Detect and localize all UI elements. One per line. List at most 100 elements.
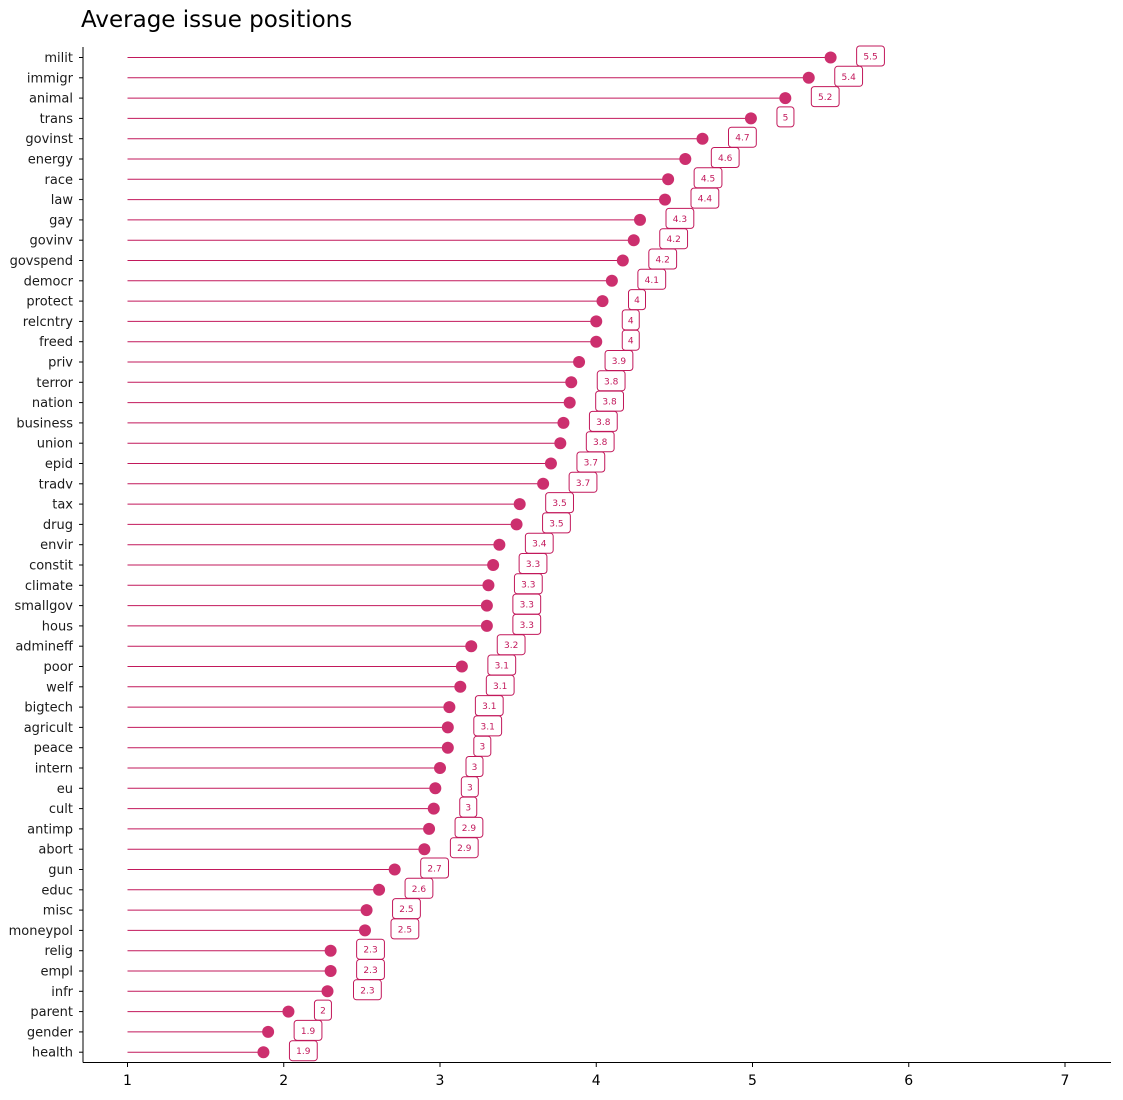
y-tick-label: misc bbox=[43, 904, 73, 919]
value-label: 2.5 bbox=[398, 925, 412, 935]
lollipop-point bbox=[513, 498, 526, 511]
lollipop-point bbox=[634, 213, 646, 226]
chart-title: Average issue positions bbox=[81, 7, 353, 33]
value-label: 3 bbox=[479, 743, 485, 753]
value-label: 2.9 bbox=[457, 844, 472, 854]
y-tick-label: educ bbox=[41, 883, 73, 898]
lollipop-point bbox=[282, 1005, 295, 1018]
y-tick-label: nation bbox=[32, 396, 73, 411]
value-label-box bbox=[542, 512, 571, 534]
value-label-box bbox=[288, 1040, 318, 1062]
value-label: 4 bbox=[628, 337, 634, 347]
value-label: 3.9 bbox=[612, 357, 627, 367]
value-label: 4.4 bbox=[698, 195, 713, 205]
y-tick-label: epid bbox=[45, 457, 73, 472]
value-label: 2.3 bbox=[363, 966, 377, 976]
value-label-box bbox=[353, 979, 382, 1001]
lollipop-point bbox=[616, 254, 629, 267]
value-label: 3.8 bbox=[602, 398, 617, 408]
y-tick-label: infr bbox=[51, 985, 73, 1000]
lollipop-point bbox=[696, 132, 709, 145]
y-tick-label: tradv bbox=[39, 477, 74, 492]
lollipop-point bbox=[510, 518, 523, 531]
y-tick-label: immigr bbox=[27, 71, 74, 86]
lollipop-point bbox=[388, 863, 401, 876]
x-tick-label: 4 bbox=[592, 1073, 601, 1089]
value-label: 5.4 bbox=[841, 73, 856, 83]
x-tick-label: 5 bbox=[748, 1073, 757, 1089]
y-tick-label: abort bbox=[38, 843, 73, 858]
y-tick-label: govinv bbox=[30, 234, 74, 249]
lollipop-point bbox=[373, 883, 386, 896]
lollipop-point bbox=[573, 356, 586, 368]
y-tick-label: relcntry bbox=[23, 315, 73, 330]
y-tick-label: parent bbox=[30, 1005, 73, 1020]
lollipop-point bbox=[487, 559, 500, 571]
value-label: 2.6 bbox=[412, 885, 427, 895]
lollipop-point bbox=[427, 802, 440, 815]
y-tick-label: smallgov bbox=[14, 599, 73, 614]
y-tick-label: terror bbox=[36, 376, 73, 391]
y-tick-label: govinst bbox=[25, 132, 73, 147]
value-label: 4.6 bbox=[718, 154, 733, 164]
value-label: 3.2 bbox=[504, 641, 518, 651]
y-tick-label: milit bbox=[44, 51, 73, 66]
lollipop-point bbox=[557, 416, 570, 429]
value-label: 4 bbox=[634, 296, 640, 306]
lollipop-point bbox=[493, 538, 506, 551]
y-tick-label: empl bbox=[40, 965, 73, 980]
lollipop-point bbox=[441, 741, 454, 754]
value-label: 3.3 bbox=[520, 601, 534, 611]
value-label: 4.3 bbox=[673, 215, 687, 225]
lollipop-point bbox=[563, 396, 576, 409]
value-label: 4.2 bbox=[656, 256, 670, 266]
y-tick-label: health bbox=[32, 1046, 73, 1061]
lollipop-point bbox=[662, 173, 675, 186]
lollipop-point bbox=[455, 660, 468, 673]
value-label-box bbox=[313, 999, 332, 1021]
y-tick-label: eu bbox=[57, 782, 73, 797]
value-label: 1.9 bbox=[296, 1047, 311, 1057]
value-label: 2 bbox=[320, 1007, 326, 1017]
value-label-box bbox=[776, 106, 795, 128]
y-tick-label: union bbox=[37, 437, 73, 452]
lollipop-point bbox=[441, 721, 454, 734]
y-tick-label: freed bbox=[39, 335, 73, 350]
value-label: 3.7 bbox=[584, 459, 598, 469]
y-tick-label: priv bbox=[48, 356, 73, 371]
value-label: 2.3 bbox=[360, 986, 374, 996]
lollipop-point bbox=[423, 822, 436, 835]
value-label-box bbox=[637, 268, 667, 290]
lollipop-point bbox=[537, 477, 550, 490]
value-label: 3.3 bbox=[520, 621, 534, 631]
x-tick-label: 3 bbox=[436, 1073, 445, 1089]
value-label-box bbox=[568, 471, 598, 493]
y-tick-label: race bbox=[45, 173, 73, 188]
value-label: 3.1 bbox=[493, 682, 507, 692]
y-tick-label: democr bbox=[24, 274, 74, 289]
y-tick-label: cult bbox=[49, 802, 73, 817]
lollipop-point bbox=[434, 762, 446, 774]
value-label-box bbox=[449, 837, 479, 859]
lollipop-point bbox=[590, 335, 603, 348]
lollipop-point bbox=[659, 193, 671, 206]
value-label: 2.7 bbox=[427, 865, 441, 875]
value-label-box bbox=[728, 126, 757, 148]
value-label-box bbox=[834, 65, 864, 87]
lollipop-point bbox=[429, 782, 442, 795]
y-tick-label: welf bbox=[46, 680, 73, 695]
y-tick-label: drug bbox=[43, 518, 73, 533]
value-label: 4.7 bbox=[735, 134, 749, 144]
y-tick-label: tax bbox=[52, 498, 73, 513]
y-tick-label: trans bbox=[40, 112, 74, 127]
lollipop-point bbox=[779, 92, 792, 105]
lollipop-point bbox=[627, 234, 640, 247]
lollipop-point bbox=[454, 680, 467, 693]
y-tick-label: envir bbox=[40, 538, 74, 553]
value-label: 5.2 bbox=[818, 93, 832, 103]
lollipop-point bbox=[465, 640, 478, 653]
lollipop-point bbox=[359, 924, 371, 937]
value-label-box bbox=[390, 918, 420, 940]
value-label-box bbox=[710, 147, 740, 168]
